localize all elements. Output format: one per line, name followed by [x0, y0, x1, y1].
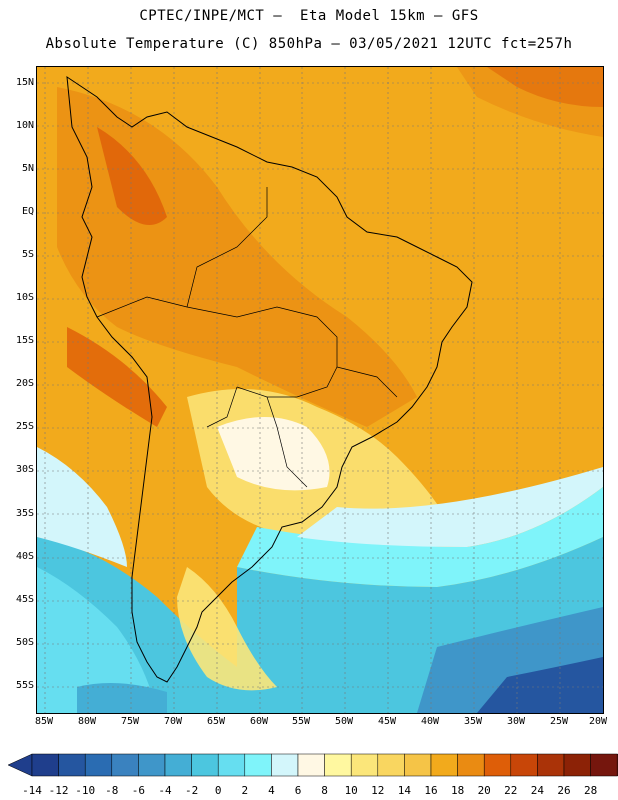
colorbar-label: 2	[241, 784, 249, 797]
lat-label-15s: 15S	[15, 335, 34, 346]
cool-band-atlantic	[237, 487, 603, 587]
lon-label-40w: 40W	[420, 716, 440, 727]
colorbar-swatch	[31, 753, 59, 777]
colorbar-label: 0	[214, 784, 222, 797]
colorbar-swatch	[537, 753, 565, 777]
lat-label-45s: 45S	[15, 594, 34, 605]
colorbar-swatch	[271, 753, 299, 777]
colorbar-swatch	[111, 753, 139, 777]
hot-patch-peru	[67, 327, 167, 427]
colorbar-swatch	[563, 753, 591, 777]
lon-label-60w: 60W	[249, 716, 269, 727]
warm-patch-ne	[457, 67, 603, 137]
colorbar-swatch	[244, 753, 272, 777]
colorbar-swatch	[164, 753, 192, 777]
lat-label-10n: 10N	[15, 120, 34, 131]
colorbar-label: 16	[424, 784, 438, 797]
lon-label-20w: 20W	[588, 716, 608, 727]
lon-label-65w: 65W	[206, 716, 226, 727]
colorbar-label: 6	[294, 784, 302, 797]
lat-label-20s: 20S	[15, 378, 34, 389]
lat-label-40s: 40S	[15, 551, 34, 562]
lon-label-30w: 30W	[506, 716, 526, 727]
temperature-map	[36, 66, 604, 714]
colorbar-swatch	[350, 753, 379, 777]
lon-label-70w: 70W	[163, 716, 183, 727]
lat-label-10s: 10S	[15, 292, 34, 303]
colorbar-swatch	[510, 753, 538, 777]
lon-label-35w: 35W	[463, 716, 483, 727]
lat-label-15n: 15N	[15, 77, 34, 88]
lon-label-80w: 80W	[77, 716, 97, 727]
cold-front-band	[297, 467, 603, 547]
colorbar-swatch	[377, 753, 405, 777]
colorbar-swatch	[483, 753, 512, 777]
colorbar-label: 8	[321, 784, 328, 797]
title-line-2: Absolute Temperature (C) 850hPa – 03/05/…	[45, 36, 573, 52]
colorbar-label: -14	[22, 784, 42, 797]
lon-label-25w: 25W	[549, 716, 569, 727]
lon-label-45w: 45W	[377, 716, 397, 727]
colorbar-label: -8	[105, 784, 119, 797]
lon-label-55w: 55W	[291, 716, 311, 727]
cool-ocean-chile	[37, 447, 127, 567]
colorbar-swatch	[217, 753, 246, 777]
colorbar-label: -10	[75, 784, 96, 797]
colorbar-swatch	[590, 753, 618, 777]
hot-patch-andes	[97, 127, 167, 225]
lat-label-50s: 50S	[15, 637, 34, 648]
lat-label-5s: 5S	[21, 249, 34, 260]
lon-label-85w: 85W	[34, 716, 54, 727]
lat-label-35s: 35S	[15, 508, 34, 519]
lon-label-50w: 50W	[334, 716, 354, 727]
south-america-outline	[66, 75, 473, 683]
colorbar-swatch	[84, 753, 113, 777]
colorbar-swatch	[430, 753, 458, 777]
colorbar-swatch	[138, 753, 166, 777]
colorbar-label: 14	[397, 784, 412, 797]
colorbar-label: 24	[530, 784, 545, 797]
gridlines	[37, 67, 603, 713]
colorbar-swatch	[58, 753, 86, 777]
colorbar-label: -2	[184, 784, 199, 797]
cool-region-chaco	[217, 417, 330, 491]
title-line-1: CPTEC/INPE/MCT – Eta Model 15km – GFS	[139, 8, 479, 24]
colorbar-label: 18	[450, 784, 465, 797]
colorbar-swatch	[297, 753, 325, 777]
colorbar-swatch	[404, 753, 432, 777]
colorbar-label: 22	[504, 784, 518, 797]
colorbar-swatch	[457, 753, 485, 777]
colorbar	[7, 753, 618, 777]
inner-borders	[96, 187, 398, 488]
colorbar-label: -4	[158, 784, 172, 797]
colorbar-label: -12	[48, 784, 69, 797]
mild-patagonia	[177, 567, 277, 691]
colorbar-label: 26	[557, 784, 571, 797]
colorbar-swatch	[191, 753, 219, 777]
colorbar-label: 28	[583, 784, 598, 797]
lon-label-75w: 75W	[120, 716, 140, 727]
lat-label-55s: 55S	[15, 680, 34, 691]
map-canvas	[37, 67, 603, 713]
colorbar-arrow-low	[7, 753, 33, 777]
colder-patch-se	[477, 657, 603, 713]
colorbar-label: 10	[344, 784, 358, 797]
lat-label-30s: 30S	[15, 464, 34, 475]
colorbar-label: -6	[131, 784, 146, 797]
colorbar-swatch	[324, 753, 352, 777]
lat-label-eq: EQ	[21, 206, 34, 217]
cool-drake	[77, 683, 167, 713]
colorbar-label: 4	[268, 784, 275, 797]
lat-label-5n: 5N	[21, 163, 34, 174]
colorbar-swatches	[7, 753, 618, 777]
cool-ocean-sw-2	[37, 567, 157, 713]
colorbar-label: 12	[371, 784, 385, 797]
colorbar-label: 20	[477, 784, 491, 797]
lat-label-25s: 25S	[15, 421, 34, 432]
